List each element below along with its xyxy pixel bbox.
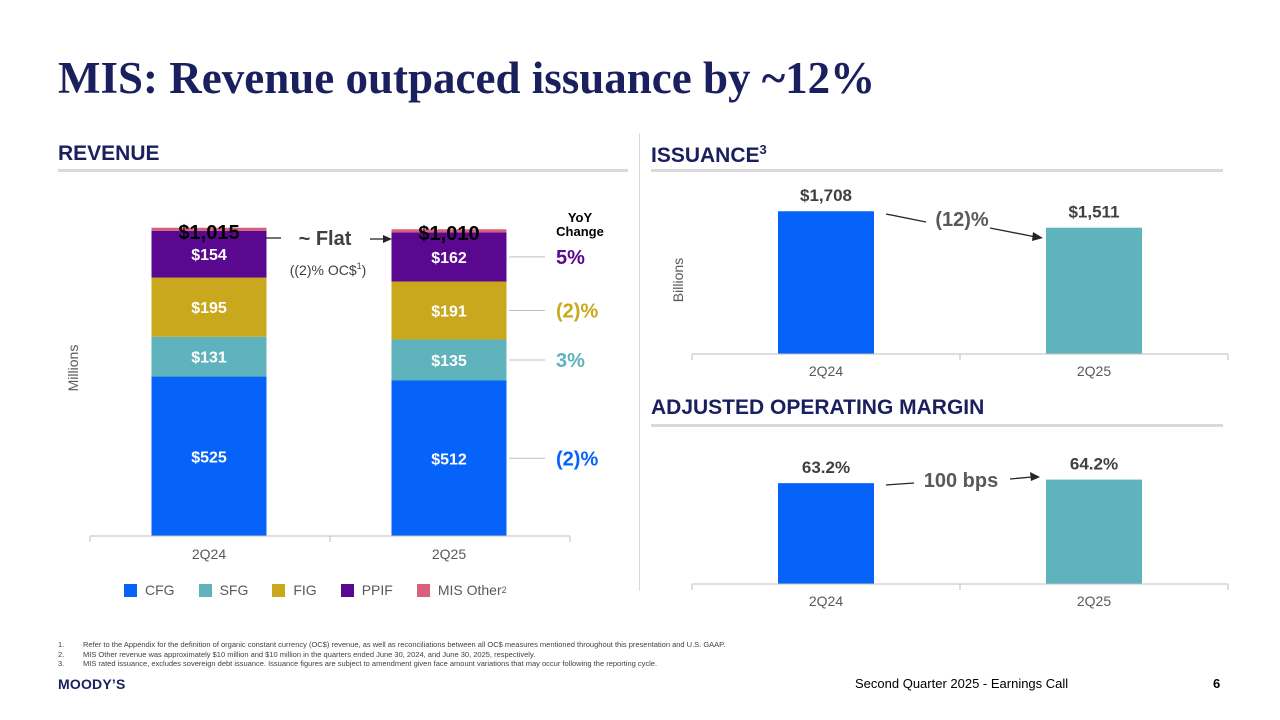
bar-value-label: $1,511 (1068, 203, 1119, 222)
revenue-bar-cfg (151, 376, 267, 536)
margin-category-label: 2Q24 (809, 593, 843, 609)
legend-swatch (124, 583, 137, 597)
revenue-bar-sfg (151, 336, 267, 377)
revenue-bar-fig (391, 281, 507, 340)
footnotes: 1. Refer to the Appendix for the definiti… (58, 640, 725, 669)
legend-item-fig: FIG (272, 582, 317, 598)
revenue-bar-mis-other (151, 227, 267, 231)
footnote: 1. Refer to the Appendix for the definiti… (58, 640, 726, 649)
revenue-bar-mis-other (391, 229, 507, 233)
legend-swatch (272, 583, 286, 597)
issuance-chart: $1,708 $1,511 2Q24 2Q25 Billions (12)% (670, 186, 1229, 379)
legend-label: CFG (145, 582, 175, 598)
revenue-heading-rule (58, 169, 628, 172)
bar-value-label: 63.2% (802, 458, 850, 477)
legend-item-cfg: CFG (124, 582, 175, 598)
issuance-change-line (885, 213, 927, 223)
margin-heading: ADJUSTED OPERATING MARGIN (651, 396, 985, 419)
yoy-change-label: (2)% (556, 448, 598, 470)
revenue-category-label: 2Q24 (192, 546, 226, 562)
legend-item-ppif: PPIF (340, 582, 393, 598)
revenue-bar-fig (151, 277, 267, 337)
legend-swatch (198, 583, 212, 597)
margin-arrow-head (1030, 472, 1040, 481)
revenue-bar-ppif (151, 230, 267, 278)
margin-change-line (885, 482, 915, 486)
legend-label: MIS Other (437, 582, 502, 598)
revenue-chart: $525 $131 $195 $154 $512 $135 $191 $162 2Q24 2Q… (65, 210, 604, 562)
legend-label: SFG (219, 582, 249, 598)
yoy-header: Change (556, 224, 604, 239)
revenue-bar-value-label: $512 (431, 451, 467, 468)
legend-label: PPIF (361, 582, 393, 598)
legend-item-sfg: SFG (198, 582, 249, 598)
revenue-legend: CFG SFG FIG PPIF MIS Other 2 (124, 582, 531, 598)
issuance-category-label: 2Q25 (1077, 363, 1111, 379)
footnote: 3. MIS rated issuance, excludes sovereign… (58, 659, 658, 669)
legend-swatch (416, 583, 430, 597)
revenue-bar-value-label: $135 (431, 353, 467, 370)
legend-sup: 2 (501, 585, 507, 595)
revenue-bar-value-label: $162 (431, 250, 467, 267)
revenue-bar-value-label: $195 (191, 300, 227, 317)
yoy-change-label: (2)% (556, 301, 598, 323)
bar-2q25 (1046, 479, 1142, 584)
page-title: MIS: Revenue outpaced issuance by ~12% (58, 53, 876, 103)
issuance-y-axis-label: Billions (670, 258, 686, 302)
bar-value-label: 64.2% (1070, 455, 1118, 474)
revenue-y-axis-label: Millions (65, 345, 81, 392)
moodys-logo: MOODY’S (58, 676, 126, 692)
bar-2q24 (778, 211, 874, 354)
margin-heading-rule (651, 424, 1223, 427)
bar-2q24 (778, 483, 874, 584)
issuance-heading-rule (651, 169, 1223, 172)
bar-value-label: $1,708 (800, 186, 852, 205)
yoy-header: YoY (568, 210, 593, 225)
bar-2q25 (1046, 227, 1142, 354)
revenue-total-label: $1,010 (418, 223, 479, 245)
yoy-change-label: 3% (556, 350, 585, 372)
revenue-bar-ppif (391, 232, 507, 282)
revenue-bar-value-label: $191 (431, 304, 467, 321)
revenue-total-label: $1,015 (178, 222, 239, 244)
revenue-bar-value-label: $525 (191, 449, 227, 466)
issuance-arrow-head (1032, 232, 1043, 241)
yoy-change-label: 5% (556, 247, 585, 269)
margin-arrow-line (1009, 476, 1033, 480)
revenue-category-label: 2Q25 (432, 546, 466, 562)
revenue-bar-cfg (391, 380, 507, 536)
issuance-arrow-line (989, 227, 1037, 238)
issuance-heading: ISSUANCE3 (651, 142, 767, 167)
footnote: 2. MIS Other revenue was approximately $1… (58, 649, 536, 659)
footer-event-text: Second Quarter 2025 - Earnings Call (855, 676, 1069, 691)
revenue-bar-sfg (391, 339, 507, 381)
legend-swatch (340, 583, 354, 597)
flat-label: ~ Flat (299, 228, 352, 250)
flat-arrow-head (383, 235, 392, 243)
panel-divider (639, 133, 640, 591)
margin-category-label: 2Q25 (1077, 593, 1111, 609)
issuance-change-label: (12)% (935, 209, 989, 231)
oc-change-label: ((2)% OC$1) (290, 261, 367, 278)
revenue-heading: REVENUE (58, 142, 160, 165)
legend-item-mis-other: MIS Other 2 (416, 582, 507, 598)
margin-chart: 63.2% 64.2% 2Q24 2Q25 100 bps (691, 455, 1229, 609)
revenue-bar-value-label: $131 (191, 350, 227, 367)
issuance-category-label: 2Q24 (809, 363, 843, 379)
revenue-bar-value-label: $154 (191, 247, 227, 264)
margin-change-label: 100 bps (924, 470, 998, 492)
legend-label: FIG (293, 582, 317, 598)
page-number: 6 (1213, 676, 1221, 691)
